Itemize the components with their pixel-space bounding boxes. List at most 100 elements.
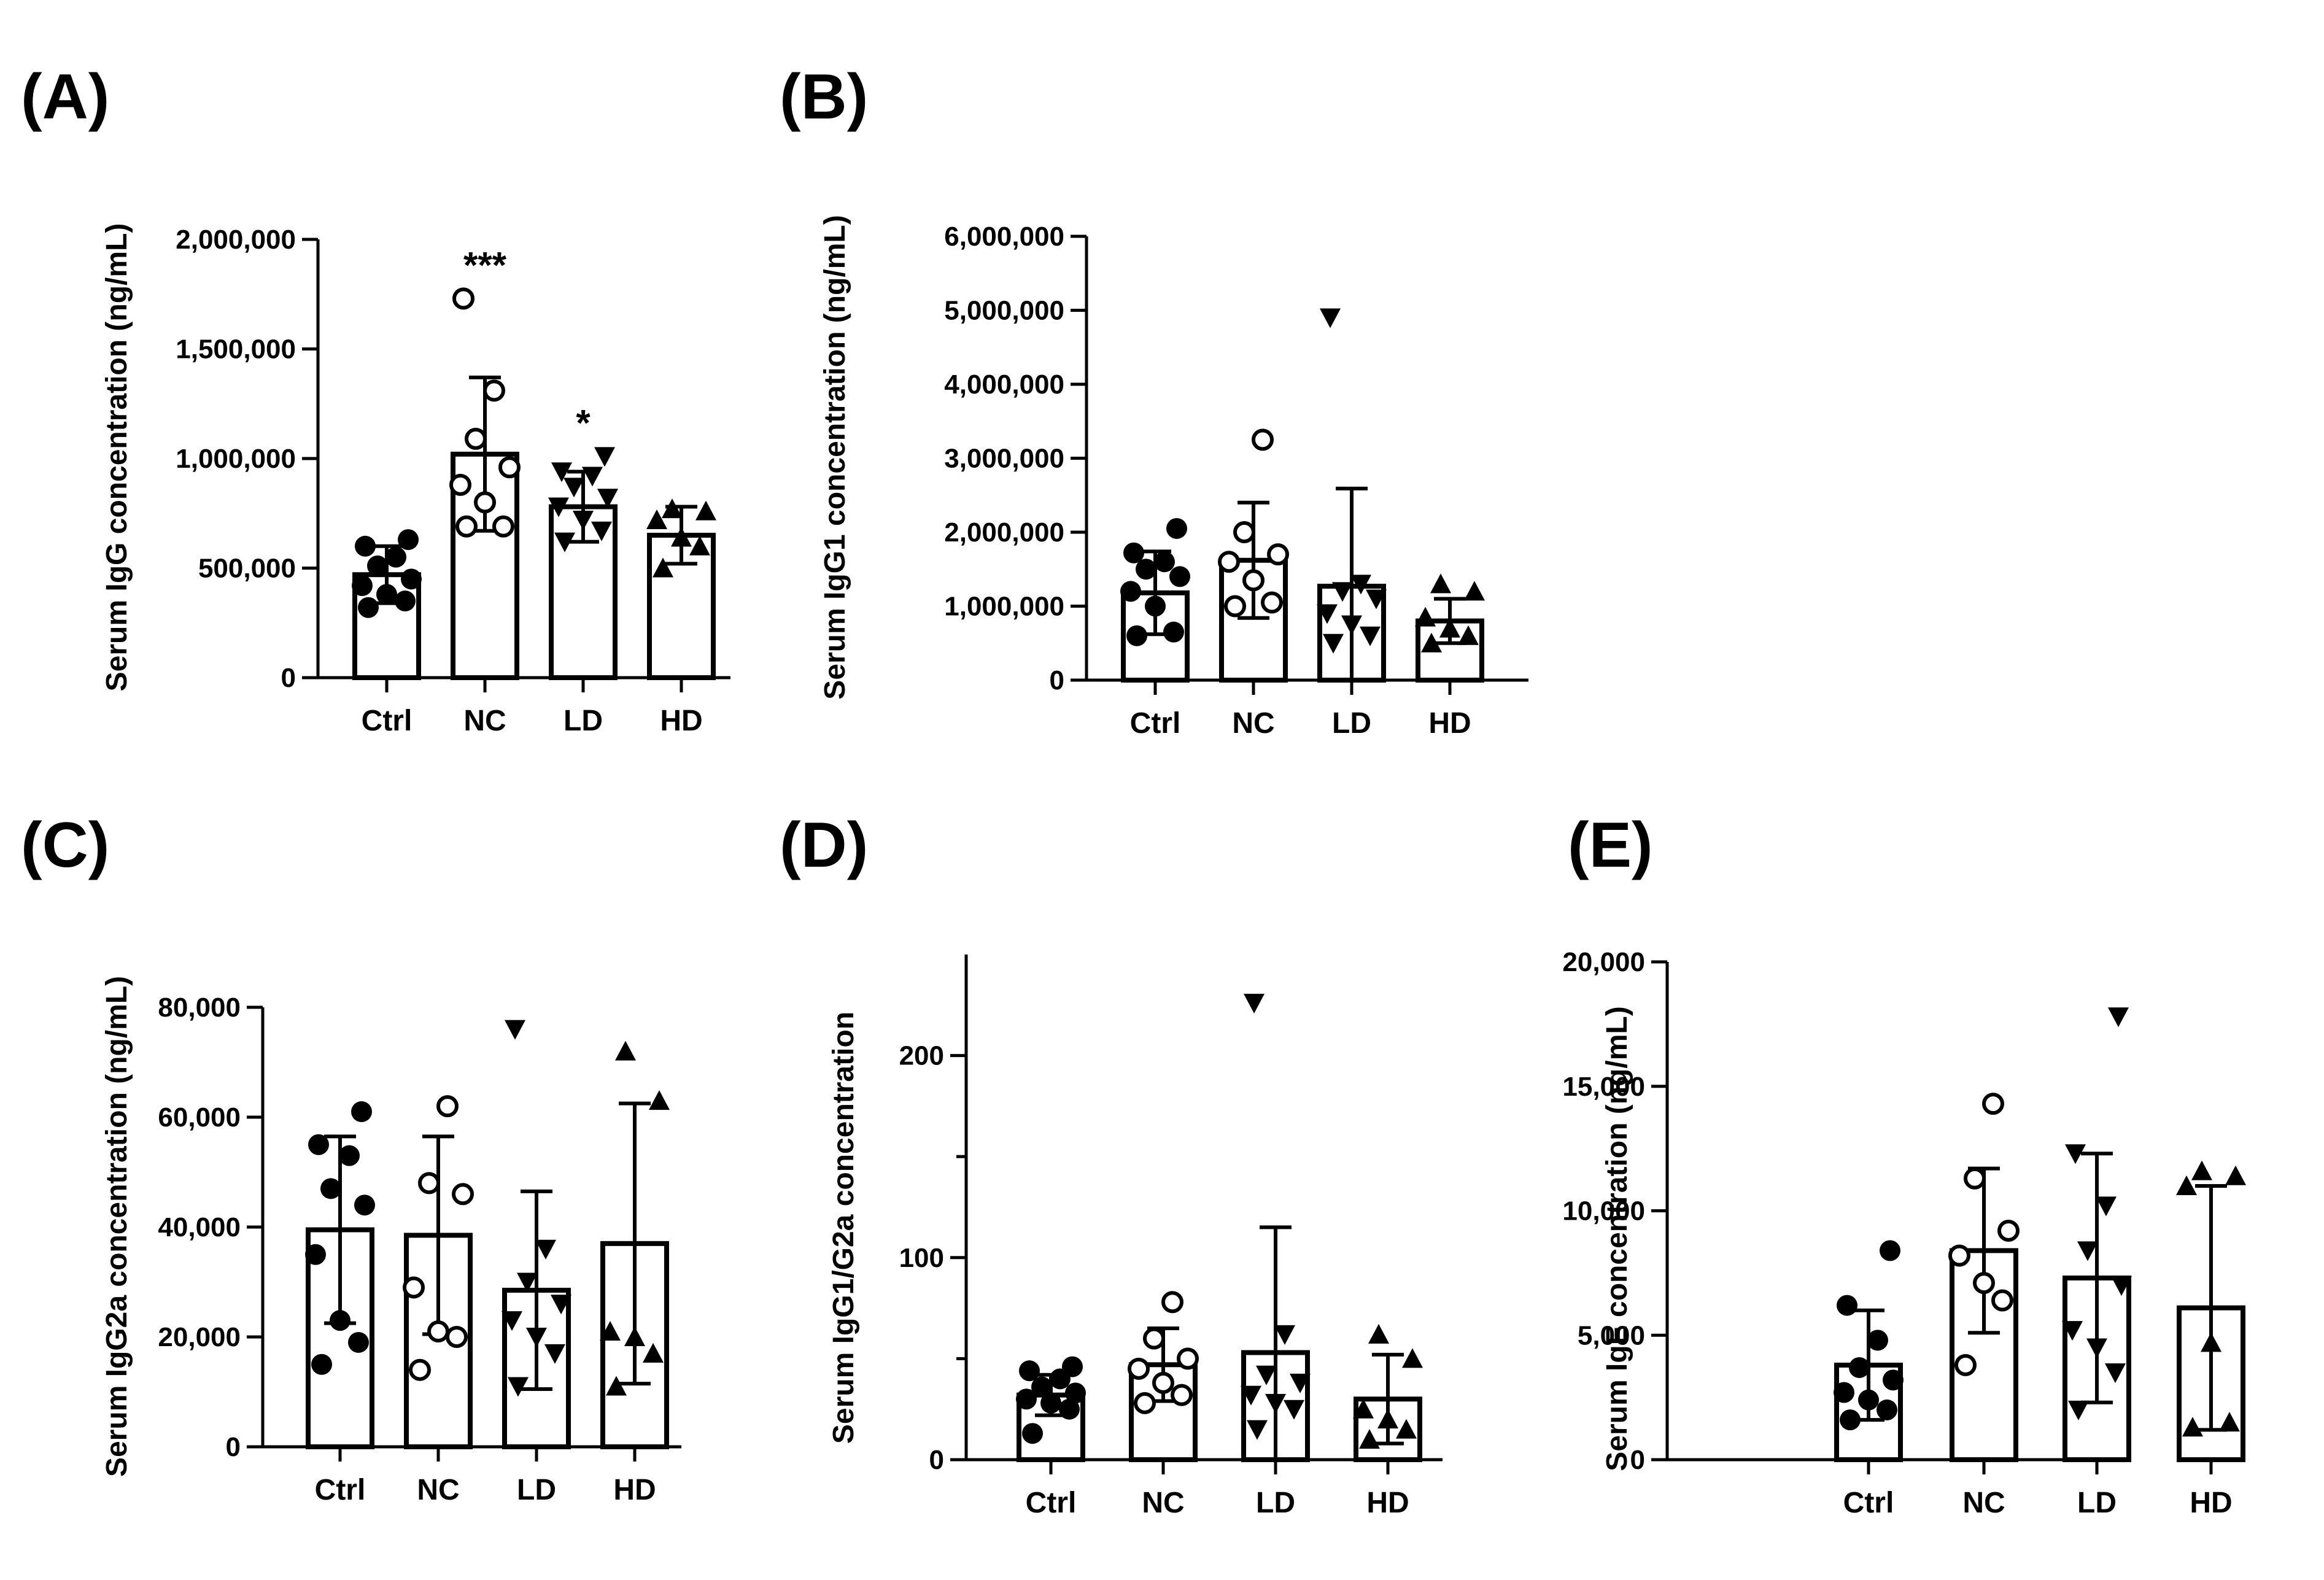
x-tick-label: Ctrl bbox=[1026, 1487, 1077, 1519]
x-tick-label: LD bbox=[517, 1474, 556, 1506]
data-point bbox=[505, 1020, 525, 1040]
data-point bbox=[1224, 595, 1246, 618]
data-point bbox=[1964, 1167, 1986, 1190]
plot-area: 0 100 200 Ctrl NC LD HD bbox=[899, 955, 1443, 1519]
y-tick-label: 0 bbox=[929, 1445, 944, 1475]
y-tick-label: 10,000 bbox=[1562, 1196, 1645, 1226]
data-point bbox=[1834, 1382, 1854, 1403]
y-tick-label: 0 bbox=[1630, 1445, 1645, 1475]
data-point bbox=[1031, 1376, 1052, 1398]
plot-area: 0 500,000 1,000,000 1,500,000 2,000,000 Ctrl N… bbox=[176, 225, 730, 737]
data-point bbox=[649, 1090, 670, 1110]
data-point bbox=[1415, 606, 1436, 627]
data-point bbox=[1439, 618, 1460, 638]
y-tick-label: 2,000,000 bbox=[944, 517, 1064, 548]
data-point bbox=[1368, 1323, 1389, 1344]
data-point bbox=[695, 500, 716, 521]
data-point bbox=[554, 532, 575, 552]
data-point bbox=[594, 447, 615, 467]
panel-label: (B) bbox=[780, 61, 868, 133]
x-tick-label: LD bbox=[1256, 1487, 1295, 1519]
data-point bbox=[1402, 1348, 1423, 1368]
data-point bbox=[662, 498, 683, 519]
data-point bbox=[1464, 581, 1485, 601]
data-point bbox=[502, 1311, 522, 1331]
data-point bbox=[606, 1376, 627, 1396]
data-point bbox=[582, 467, 603, 487]
data-point bbox=[1065, 1382, 1086, 1404]
data-point bbox=[1458, 625, 1479, 645]
data-point bbox=[1284, 1400, 1304, 1420]
y-tick-label: 0 bbox=[281, 663, 296, 693]
data-point bbox=[1019, 1360, 1040, 1382]
data-point bbox=[1320, 308, 1341, 328]
data-point bbox=[551, 1295, 571, 1315]
data-point bbox=[2086, 1338, 2107, 1358]
data-point bbox=[1267, 543, 1289, 566]
data-point bbox=[452, 1183, 474, 1206]
data-point bbox=[498, 456, 521, 479]
data-point bbox=[409, 1358, 431, 1381]
data-point bbox=[1016, 1388, 1037, 1410]
data-point bbox=[689, 535, 710, 556]
data-point bbox=[526, 1328, 547, 1347]
data-point bbox=[615, 1040, 636, 1061]
y-tick-label: 20,000 bbox=[158, 1322, 241, 1352]
data-point bbox=[1218, 551, 1240, 573]
data-point bbox=[455, 515, 478, 538]
data-point bbox=[548, 497, 569, 517]
data-point bbox=[1421, 632, 1442, 653]
data-point bbox=[508, 1377, 529, 1397]
data-point bbox=[1247, 1420, 1268, 1440]
y-tick-label: 4,000,000 bbox=[944, 370, 1064, 400]
data-point bbox=[1430, 573, 1451, 594]
data-point bbox=[653, 557, 673, 578]
significance-marker: * bbox=[576, 402, 591, 443]
data-point bbox=[1161, 1291, 1183, 1314]
panel-label: (D) bbox=[780, 810, 868, 881]
y-tick-label: 5,000 bbox=[1578, 1320, 1645, 1350]
data-point bbox=[427, 1320, 449, 1343]
x-tick-label: LD bbox=[2077, 1487, 2117, 1519]
data-point bbox=[2105, 1363, 2126, 1384]
data-point bbox=[1274, 1325, 1295, 1345]
data-point bbox=[436, 1095, 459, 1118]
data-point bbox=[597, 489, 618, 509]
x-tick-label: HD bbox=[660, 705, 702, 737]
data-point bbox=[1265, 1393, 1286, 1414]
data-point bbox=[591, 521, 612, 541]
data-point bbox=[339, 1145, 360, 1166]
data-point bbox=[1359, 1429, 1380, 1449]
data-point bbox=[1244, 994, 1265, 1014]
data-point bbox=[1840, 1409, 1861, 1431]
data-point bbox=[2068, 1400, 2089, 1420]
panel-label: (E) bbox=[1568, 810, 1653, 881]
data-point bbox=[2219, 1412, 2240, 1432]
data-point bbox=[1867, 1330, 1888, 1351]
x-tick-label: Ctrl bbox=[1843, 1487, 1894, 1519]
data-point bbox=[1169, 566, 1190, 587]
data-point bbox=[2108, 1007, 2129, 1028]
data-point bbox=[492, 515, 514, 538]
panel-d: (D) Serum IgG1/G2a concentration 0 100 200… bbox=[780, 810, 1443, 1519]
data-point bbox=[2111, 1276, 2132, 1296]
data-point bbox=[483, 379, 505, 402]
x-tick-label: NC bbox=[1962, 1487, 2005, 1519]
data-point bbox=[1143, 1327, 1165, 1350]
data-point bbox=[1261, 591, 1283, 614]
data-point bbox=[2225, 1165, 2246, 1185]
data-point bbox=[600, 1321, 621, 1341]
data-point bbox=[403, 1276, 425, 1299]
data-point bbox=[1241, 1385, 1261, 1406]
data-point bbox=[1126, 625, 1147, 646]
panel-label: (C) bbox=[21, 810, 109, 881]
data-point bbox=[1062, 1356, 1083, 1377]
y-tick-label: 1,000,000 bbox=[944, 592, 1064, 622]
data-point bbox=[1163, 621, 1184, 643]
data-point bbox=[1883, 1369, 1904, 1391]
data-point bbox=[351, 1101, 372, 1123]
data-point bbox=[564, 478, 584, 498]
y-tick-label: 0 bbox=[1050, 665, 1064, 695]
data-point bbox=[1954, 1353, 1977, 1376]
